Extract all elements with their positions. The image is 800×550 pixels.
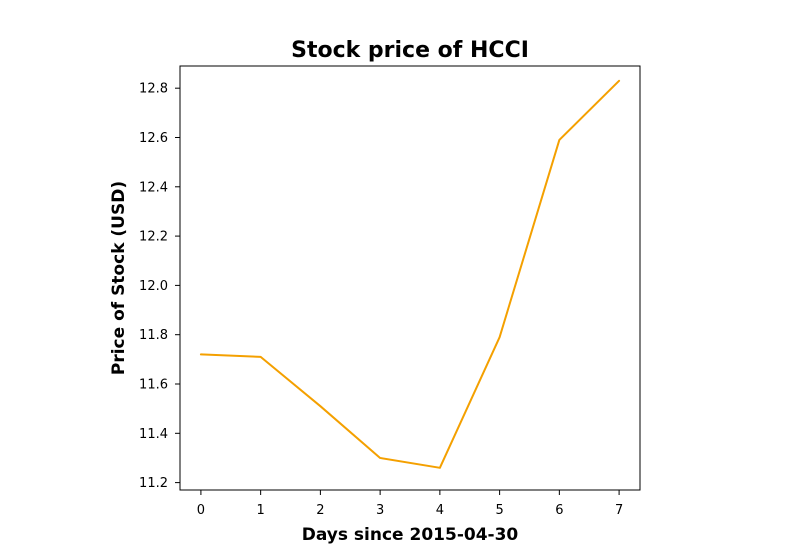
plot-area [179,65,641,491]
y-axis-label: Price of Stock (USD) [109,181,129,375]
x-tick-label: 7 [615,503,623,518]
x-tick-label: 1 [257,503,265,518]
y-tick-label: 11.6 [139,378,168,393]
x-tick-label: 5 [495,503,503,518]
y-tick-label: 11.8 [139,328,168,343]
y-tick-label: 12.0 [139,279,168,294]
x-tick-label: 0 [197,503,205,518]
y-tick-label: 11.4 [139,427,168,442]
x-tick-label: 4 [436,503,444,518]
x-tick-label: 6 [555,503,563,518]
series-layer [199,79,621,469]
y-tick-label: 11.2 [139,476,168,491]
y-tick-label: 12.2 [139,230,168,245]
chart-title: Stock price of HCCI [291,38,529,63]
y-tick-label: 12.4 [139,180,168,195]
y-tick-label: 12.6 [139,131,168,146]
x-tick-label: 3 [376,503,384,518]
x-axis: 0 1 2 3 4 5 6 7 [197,490,623,518]
y-tick-label: 12.8 [139,82,168,97]
y-axis: 11.2 11.4 11.6 11.8 12.0 12.2 12.4 12.6 12.8 [139,82,180,491]
series-line [199,79,621,469]
x-tick-label: 2 [316,503,324,518]
x-axis-label: Days since 2015-04-30 [302,525,519,545]
